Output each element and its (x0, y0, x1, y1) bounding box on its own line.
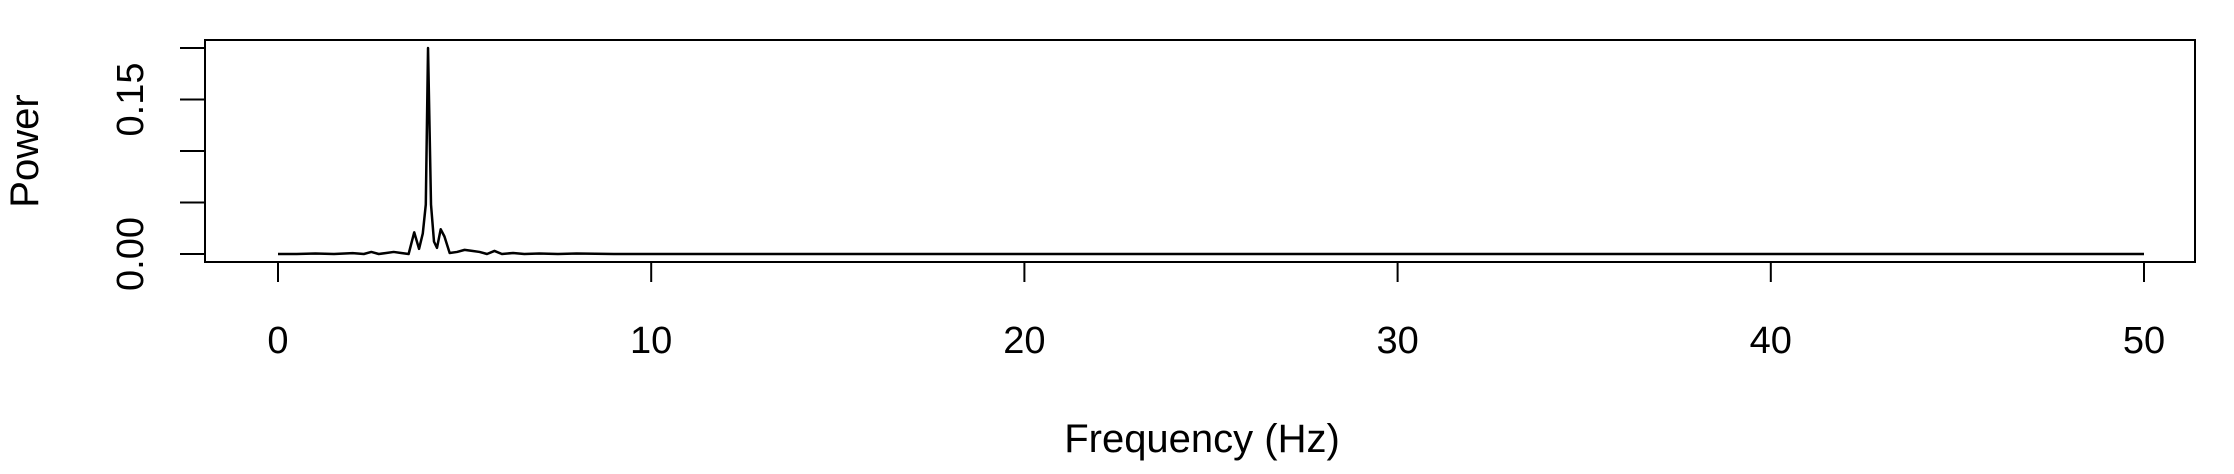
x-axis-label: Frequency (Hz) (1064, 417, 1340, 461)
y-tick-label: 0.00 (110, 217, 152, 291)
x-tick-label: 40 (1750, 320, 1792, 362)
x-tick-label: 30 (1376, 320, 1418, 362)
x-tick-label: 10 (630, 320, 672, 362)
x-tick-label: 0 (267, 320, 288, 362)
series-line-0 (278, 46, 2144, 256)
series-layer (278, 46, 2144, 256)
y-tick-label: 0.15 (110, 63, 152, 137)
plot-frame (204, 39, 2196, 263)
x-tick-label: 50 (2123, 320, 2165, 362)
y-axis-label: Power (3, 94, 47, 207)
y-axis: 0.00 0.15 (110, 47, 206, 291)
x-axis: 0 10 20 30 40 50 (267, 261, 2165, 362)
x-tick-label: 20 (1003, 320, 1045, 362)
